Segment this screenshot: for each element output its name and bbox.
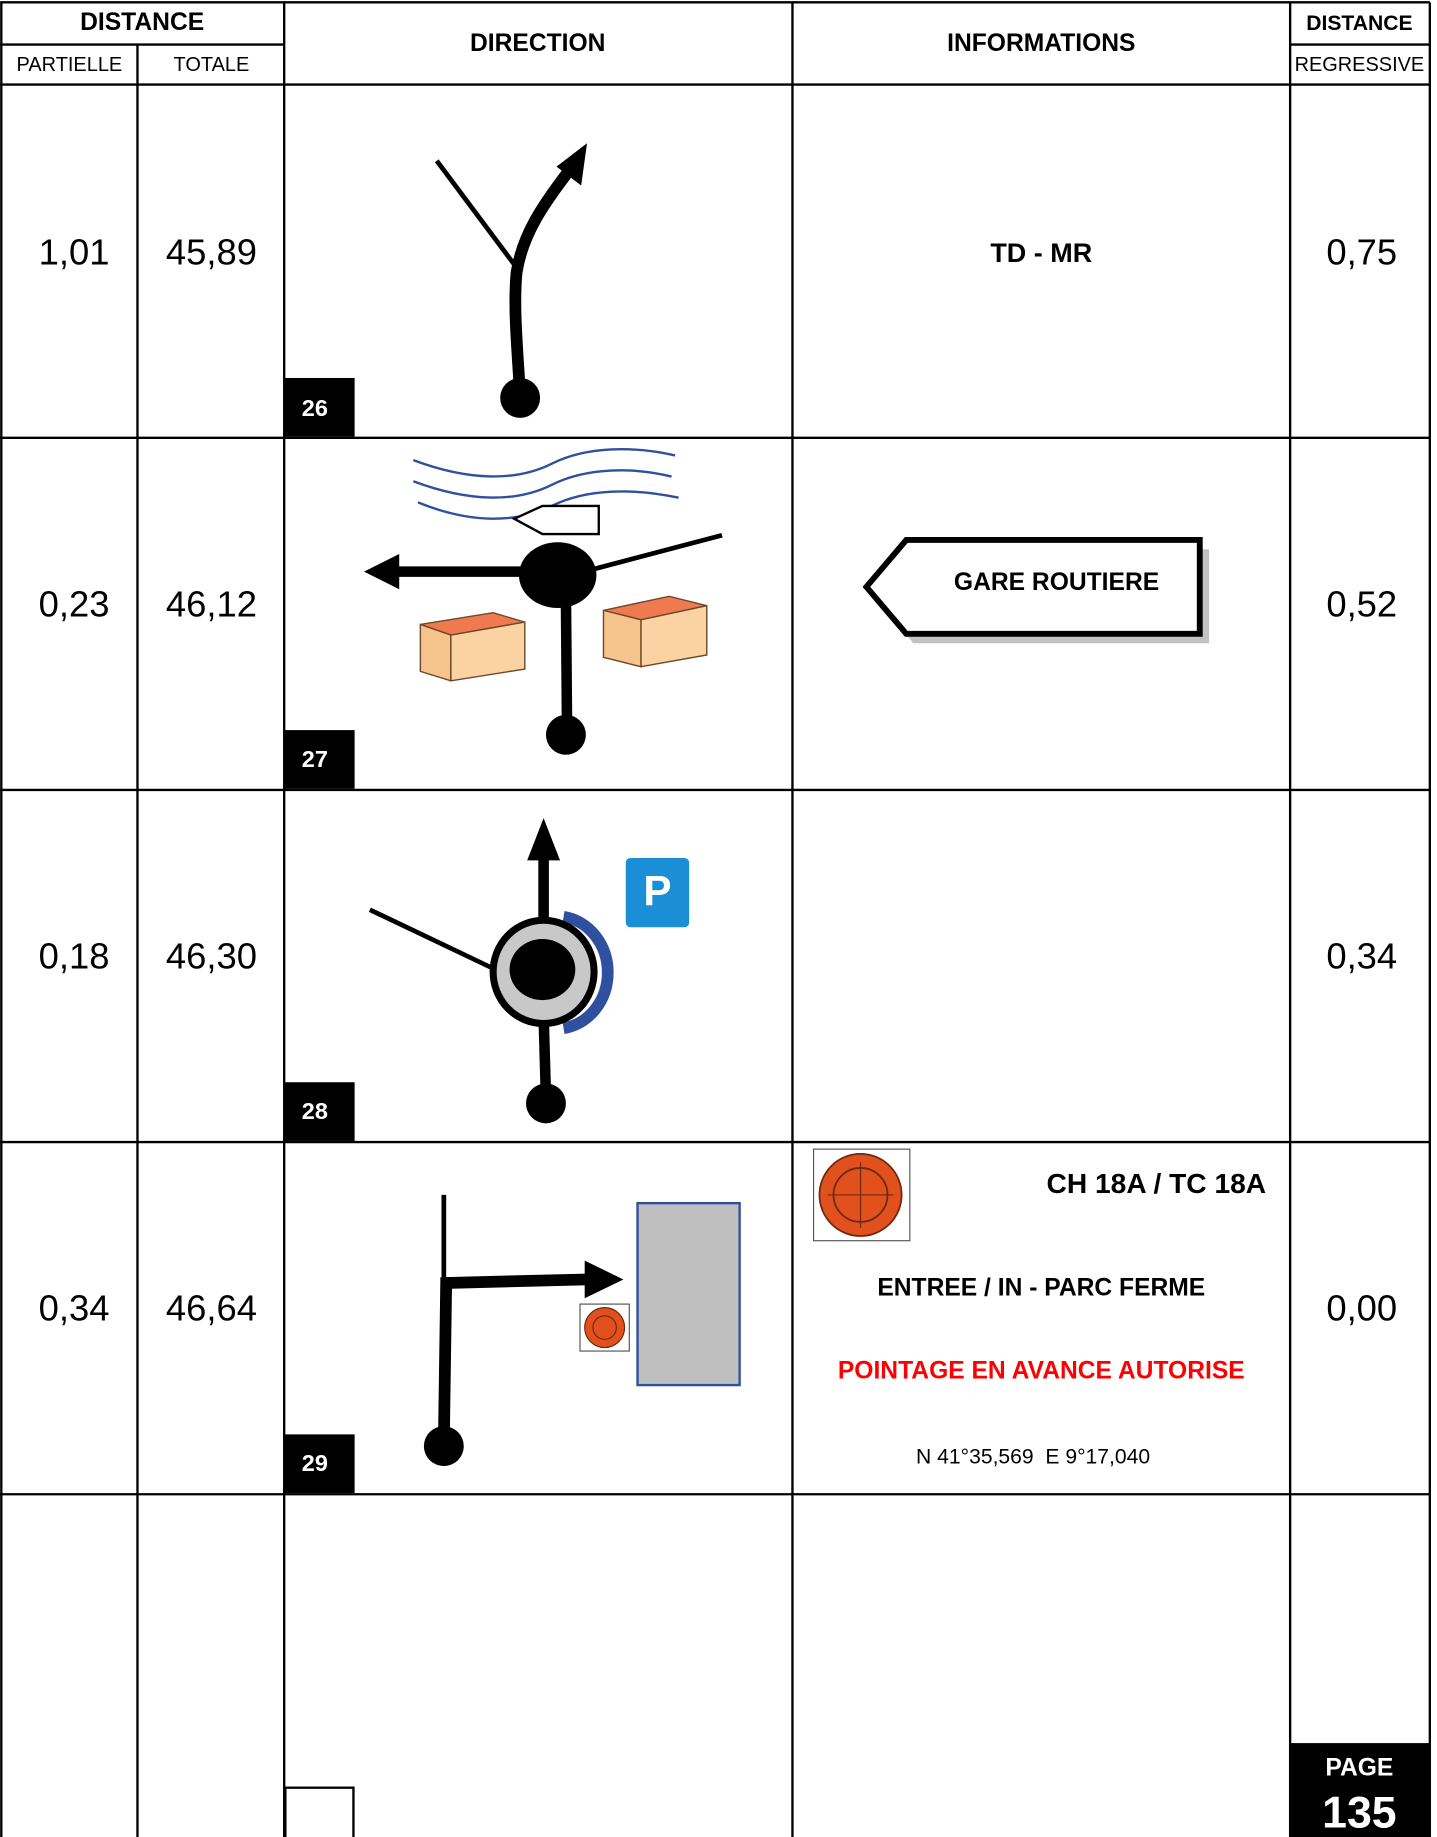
direction-icon-part-part — [450, 621, 526, 682]
empty-number-box — [284, 1786, 355, 1837]
direction-icon-part-part — [412, 469, 672, 499]
info-text: TD - MR — [990, 238, 1092, 268]
partial-distance: 0,34 — [39, 1288, 110, 1329]
direction-icon-part — [545, 714, 586, 755]
direction-icon-part — [560, 592, 573, 734]
regressive-distance: 0,34 — [1326, 936, 1397, 977]
direction-icon-part-part — [640, 604, 708, 668]
regressive-distance: 0,00 — [1326, 1288, 1397, 1329]
header-direction: DIRECTION — [470, 30, 605, 57]
direction-icon-part — [419, 595, 708, 682]
direction-icon — [434, 143, 588, 418]
direction-icon-part — [625, 858, 690, 928]
control-text: CH 18A / TC 18A — [1047, 1167, 1267, 1199]
direction-icon-part — [562, 910, 614, 1035]
note-number: 29 — [302, 1450, 328, 1476]
direction-icon-part — [423, 1426, 464, 1467]
regressive-distance: 0,75 — [1326, 231, 1397, 272]
note-number-box — [284, 730, 355, 789]
header-regressive: REGRESSIVE — [1295, 54, 1425, 76]
control-icon — [812, 1148, 911, 1242]
direction-icon-part — [434, 159, 519, 270]
direction-icon-part-part — [602, 609, 642, 668]
direction-icon-part: P — [643, 868, 671, 915]
coordinates: N 41°35,569 E 9°17,040 — [916, 1445, 1150, 1468]
direction-icon-part — [636, 1201, 741, 1387]
direction-icon-part — [592, 1315, 617, 1340]
total-distance: 45,89 — [166, 231, 257, 272]
direction-icon — [423, 1194, 741, 1467]
note-number-box — [284, 1434, 355, 1494]
header-informations: INFORMATIONS — [947, 30, 1135, 57]
header-partielle: PARTIELLE — [17, 54, 123, 76]
partial-distance: 1,01 — [39, 231, 110, 272]
direction-icon-part — [518, 542, 597, 609]
direction-icon-part — [556, 143, 588, 186]
note-number-box — [284, 1082, 355, 1141]
total-distance: 46,12 — [166, 583, 257, 624]
direction-icon — [364, 448, 723, 755]
direction-icon-part — [584, 1260, 624, 1299]
direction-icon-part — [437, 1273, 588, 1444]
direction-icon-part — [584, 1307, 626, 1349]
page-label: PAGE — [1325, 1754, 1393, 1781]
header-distance-regressive: DISTANCE — [1306, 12, 1412, 35]
direction-icon-part — [509, 939, 576, 1001]
direction-sign — [862, 537, 1210, 644]
partial-distance: 0,23 — [39, 583, 110, 624]
page-number: 135 — [1322, 1789, 1396, 1837]
direction-icon-part — [511, 504, 600, 536]
header-totale: TOTALE — [174, 54, 250, 76]
direction-sign-part — [862, 537, 1203, 637]
direction-icon-part — [592, 532, 723, 572]
note-number: 27 — [302, 746, 328, 772]
direction-icon-part — [364, 554, 400, 590]
direction-icon: P — [368, 818, 690, 1124]
partial-distance: 0,18 — [39, 936, 110, 977]
direction-icon-part — [525, 1083, 566, 1124]
direction-icon-part — [527, 818, 561, 861]
total-distance: 46,64 — [166, 1288, 257, 1329]
direction-icon-part — [500, 377, 541, 418]
note-text: POINTAGE EN AVANCE AUTORISE — [838, 1358, 1245, 1385]
page-box — [1290, 1743, 1430, 1837]
direction-icon-part — [368, 907, 497, 972]
header-distance: DISTANCE — [80, 9, 204, 36]
direction-icon-part — [509, 166, 575, 398]
note-number: 28 — [302, 1098, 328, 1124]
regressive-distance: 0,52 — [1326, 583, 1397, 624]
note-number-box — [284, 377, 355, 437]
direction-icon-part-part — [419, 623, 452, 682]
note-number: 26 — [302, 395, 328, 421]
sign-text: GARE ROUTIERE — [954, 569, 1159, 596]
total-distance: 46,30 — [166, 936, 257, 977]
entry-text: ENTREE / IN - PARC FERME — [877, 1274, 1205, 1301]
direction-icon-part-part — [412, 448, 676, 478]
